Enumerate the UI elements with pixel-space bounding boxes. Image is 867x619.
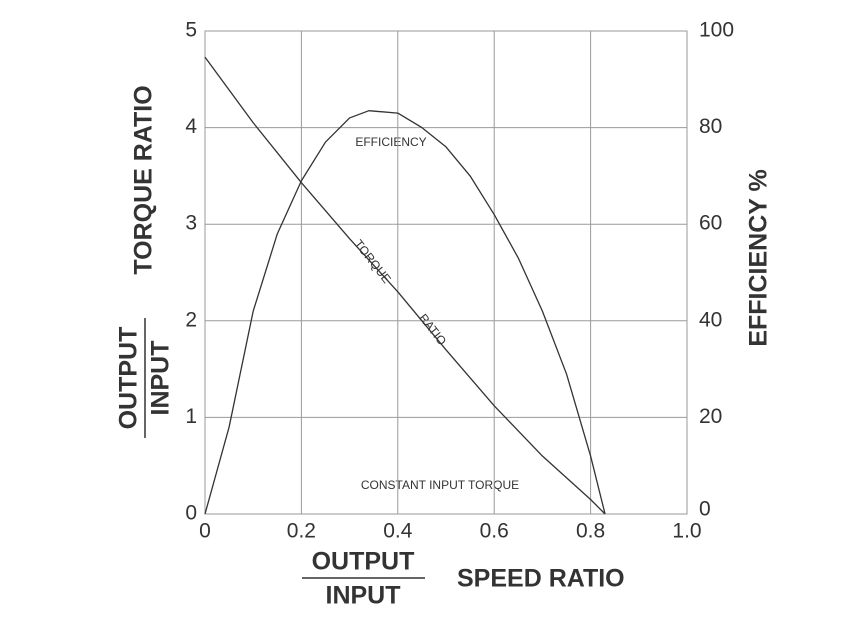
- y2-tick-label: 0: [699, 498, 711, 521]
- y-tick-label: 1: [185, 405, 197, 428]
- x-axis-label: SPEED RATIO: [457, 565, 625, 593]
- y-fraction-denominator: INPUT: [147, 341, 175, 416]
- x-fraction-numerator: OUTPUT: [312, 548, 415, 576]
- y2-tick-label: 20: [699, 405, 722, 428]
- data-line: [204, 56, 606, 515]
- y2-tick-label: 40: [699, 308, 722, 331]
- x-tick-label: 0: [199, 520, 211, 543]
- annotation: TORQUE: [351, 237, 394, 286]
- x-tick-label: 0.8: [576, 520, 605, 543]
- data-line: [204, 110, 606, 515]
- annotation: CONSTANT INPUT TORQUE: [361, 478, 519, 492]
- y-tick-label: 2: [185, 308, 197, 331]
- y2-axis-label: EFFICIENCY %: [745, 169, 773, 346]
- x-tick-label: 1.0: [672, 520, 701, 543]
- y2-tick-label: 80: [699, 115, 722, 138]
- y-tick-label: 4: [185, 115, 197, 138]
- x-tick-label: 0.6: [480, 520, 509, 543]
- plot-frame: [204, 30, 688, 515]
- y-tick-label: 3: [185, 212, 197, 235]
- x-tick-label: 0.2: [287, 520, 316, 543]
- y-fraction-numerator: OUTPUT: [115, 327, 143, 430]
- x-tick-label: 0.4: [383, 520, 413, 543]
- annotation: EFFICIENCY: [355, 135, 426, 149]
- y-tick-label: 0: [185, 502, 197, 525]
- x-fraction-denominator: INPUT: [326, 582, 401, 610]
- y2-tick-label: 60: [699, 212, 722, 235]
- y-axis-label: TORQUE RATIO: [130, 85, 158, 274]
- y-tick-label: 5: [185, 19, 197, 42]
- y2-tick-label: 100: [699, 19, 734, 42]
- annotation: RATIO: [416, 311, 449, 348]
